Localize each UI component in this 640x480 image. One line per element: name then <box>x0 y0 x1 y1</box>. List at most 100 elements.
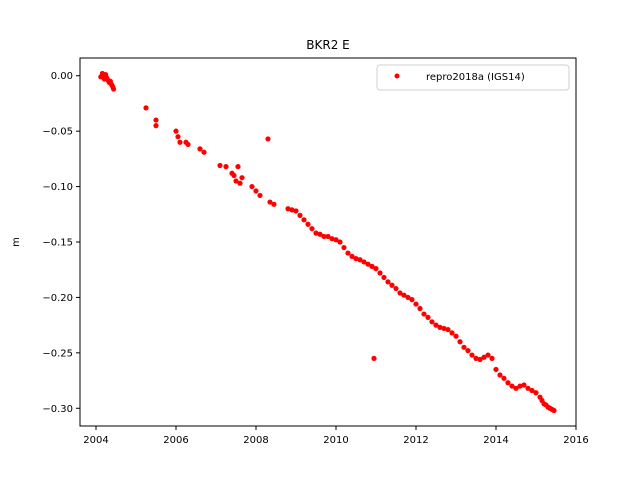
legend: repro2018a (IGS14) <box>376 64 570 91</box>
data-point <box>325 233 331 240</box>
data-point <box>485 352 491 358</box>
data-point <box>477 356 483 363</box>
data-point <box>389 282 395 288</box>
data-point <box>525 385 531 391</box>
data-point <box>271 201 277 207</box>
data-point <box>385 279 391 285</box>
data-point <box>461 344 467 350</box>
chart-title: BKR2 E <box>306 38 349 52</box>
y-tick-label: −0.15 <box>42 238 73 249</box>
data-point <box>429 319 435 325</box>
data-point <box>289 207 295 213</box>
data-point <box>381 274 387 281</box>
plot-area-frame <box>79 57 577 427</box>
data-point <box>445 326 451 333</box>
y-tick-label: −0.20 <box>42 293 73 304</box>
data-point <box>421 311 427 317</box>
y-tick-label: 0.00 <box>51 71 73 82</box>
data-point <box>153 123 159 129</box>
legend-label: repro2018a (IGS14) <box>426 72 525 83</box>
data-point <box>489 355 495 361</box>
data-point <box>237 180 243 186</box>
data-point <box>465 348 471 354</box>
data-point <box>313 230 319 236</box>
data-point <box>197 146 203 152</box>
x-tick-label: 2008 <box>243 435 268 446</box>
data-point <box>111 86 117 92</box>
data-point <box>153 117 159 123</box>
data-point <box>185 141 191 148</box>
data-point <box>517 383 523 389</box>
data-point <box>401 292 407 298</box>
data-point <box>405 294 411 301</box>
data-point <box>305 221 311 227</box>
data-point <box>437 324 443 330</box>
data-point <box>173 128 179 134</box>
data-point <box>341 244 347 251</box>
data-point <box>409 297 415 303</box>
data-point <box>293 208 299 214</box>
data-point <box>469 352 475 358</box>
data-point <box>361 259 367 265</box>
data-point <box>143 105 149 111</box>
data-point <box>497 372 503 378</box>
data-point <box>333 237 339 243</box>
data-point <box>285 206 291 212</box>
x-tick-label: 2004 <box>83 435 108 446</box>
data-point <box>253 188 259 194</box>
data-point <box>453 333 459 339</box>
data-point <box>357 257 363 263</box>
data-point <box>373 266 379 272</box>
data-point <box>529 387 535 394</box>
data-point <box>249 183 255 190</box>
data-point <box>345 250 351 256</box>
data-point <box>481 354 487 360</box>
data-point <box>223 164 229 170</box>
data-point <box>397 290 403 296</box>
data-point <box>297 212 303 218</box>
data-points <box>98 70 557 414</box>
x-tick-label: 2016 <box>563 435 588 446</box>
data-point <box>233 178 239 184</box>
x-tick-label: 2012 <box>403 435 428 446</box>
data-point <box>457 339 463 345</box>
data-point <box>239 175 245 181</box>
y-tick-label: −0.30 <box>42 404 73 415</box>
data-point <box>501 375 507 381</box>
x-tick-label: 2014 <box>483 435 508 446</box>
data-point <box>267 199 273 205</box>
y-tick-label: −0.25 <box>42 348 73 359</box>
legend-marker <box>394 73 400 79</box>
x-tick-label: 2006 <box>163 435 188 446</box>
y-axis-label: m <box>11 237 22 247</box>
data-point <box>441 325 447 332</box>
data-point <box>337 239 343 245</box>
data-point <box>417 305 423 312</box>
data-point <box>449 330 455 336</box>
x-axis-ticks: 2004 2006 2008 2010 2012 2014 2016 <box>83 426 589 446</box>
data-point <box>217 162 223 169</box>
data-point <box>551 407 557 414</box>
data-point <box>369 263 375 269</box>
data-point <box>533 390 539 396</box>
data-point <box>353 256 359 262</box>
data-point <box>393 285 399 292</box>
data-point <box>413 301 419 307</box>
data-point <box>257 192 263 199</box>
data-point <box>317 231 323 237</box>
data-point <box>175 134 181 140</box>
x-tick-label: 2010 <box>323 435 348 446</box>
data-point <box>473 355 479 361</box>
data-point <box>425 314 431 320</box>
data-point <box>493 366 499 373</box>
legend-box <box>376 64 570 91</box>
data-point <box>513 385 519 391</box>
data-point <box>321 233 327 240</box>
data-point <box>371 355 377 361</box>
data-point <box>177 139 183 145</box>
y-tick-label: −0.05 <box>42 127 73 138</box>
y-axis-ticks: 0.00 −0.05 −0.10 −0.15 −0.20 −0.25 −0.30 <box>42 71 80 415</box>
data-point <box>365 261 371 267</box>
data-point <box>509 383 515 389</box>
